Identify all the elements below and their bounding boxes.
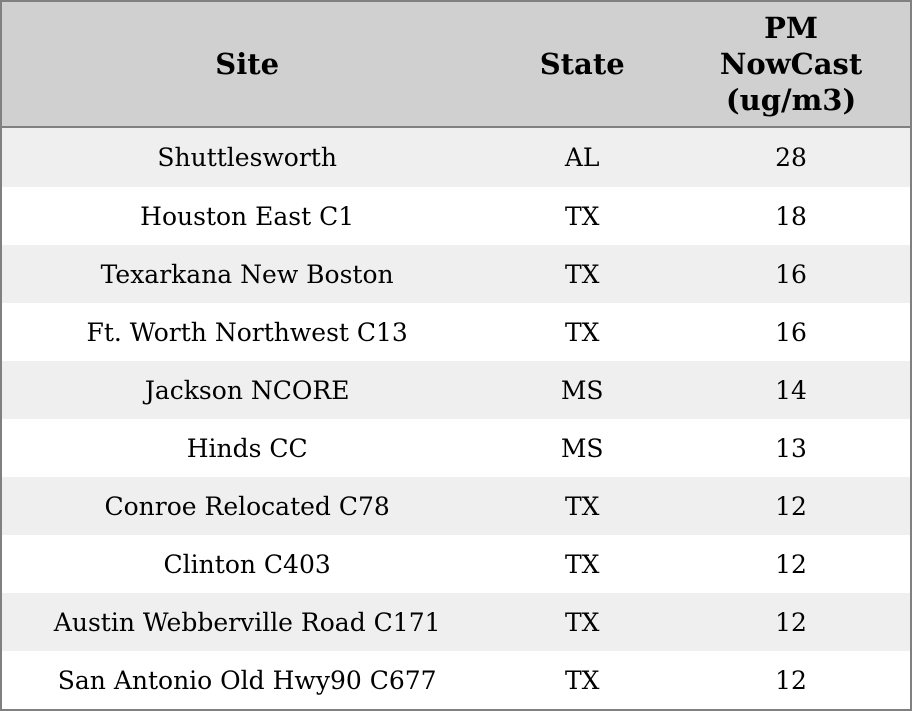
table-header: Site State PM NowCast (ug/m3)	[2, 2, 910, 128]
state-cell: TX	[564, 317, 600, 347]
state-cell: TX	[564, 607, 600, 637]
site-cell: San Antonio Old Hwy90 C677	[57, 665, 437, 695]
site-cell: Jackson NCORE	[144, 375, 350, 405]
site-cell: Texarkana New Boston	[100, 259, 394, 289]
table-row: San Antonio Old Hwy90 C677 TX 12	[2, 651, 910, 709]
pm-nowcast-cell: 28	[775, 143, 807, 172]
state-cell: MS	[560, 433, 604, 463]
site-cell: Austin Webberville Road C171	[53, 607, 441, 637]
site-cell: Houston East C1	[140, 201, 355, 231]
pm-nowcast-cell: 18	[775, 201, 807, 231]
state-cell: TX	[564, 201, 600, 231]
table-row: Conroe Relocated C78 TX 12	[2, 477, 910, 535]
state-cell: TX	[564, 259, 600, 289]
site-cell: Shuttlesworth	[157, 143, 337, 172]
state-cell: TX	[564, 549, 600, 579]
table-body: Shuttlesworth AL 28 Houston East C1 TX 18 Texa…	[2, 127, 910, 709]
pm-nowcast-cell: 16	[775, 317, 807, 347]
table-row: Ft. Worth Northwest C13 TX 16	[2, 303, 910, 361]
pm-nowcast-cell: 12	[775, 549, 807, 579]
pm-nowcast-cell: 12	[775, 665, 807, 695]
pm-nowcast-cell: 13	[775, 433, 807, 463]
table-row: Texarkana New Boston TX 16	[2, 245, 910, 303]
state-cell: TX	[564, 491, 600, 521]
table-row: Shuttlesworth AL 28	[2, 127, 910, 187]
pm-nowcast-cell: 12	[775, 607, 807, 637]
column-header-state: State	[492, 2, 673, 128]
header-row: Site State PM NowCast (ug/m3)	[2, 2, 910, 128]
site-cell: Ft. Worth Northwest C13	[86, 317, 408, 347]
table-row: Austin Webberville Road C171 TX 12	[2, 593, 910, 651]
table-row: Hinds CC MS 13	[2, 419, 910, 477]
state-cell: TX	[564, 665, 600, 695]
state-cell: AL	[564, 143, 600, 172]
site-cell: Conroe Relocated C78	[104, 491, 390, 521]
site-cell: Hinds CC	[186, 433, 308, 463]
table-row: Houston East C1 TX 18	[2, 187, 910, 245]
table-row: Clinton C403 TX 12	[2, 535, 910, 593]
pm-nowcast-cell: 16	[775, 259, 807, 289]
column-header-site: Site	[2, 2, 493, 128]
pm-nowcast-cell: 12	[775, 491, 807, 521]
site-cell: Clinton C403	[163, 549, 331, 579]
state-cell: MS	[560, 375, 604, 405]
column-header-pm-nowcast: PM NowCast (ug/m3)	[672, 2, 910, 128]
table-row: Jackson NCORE MS 14	[2, 361, 910, 419]
pm-nowcast-cell: 14	[775, 375, 807, 405]
